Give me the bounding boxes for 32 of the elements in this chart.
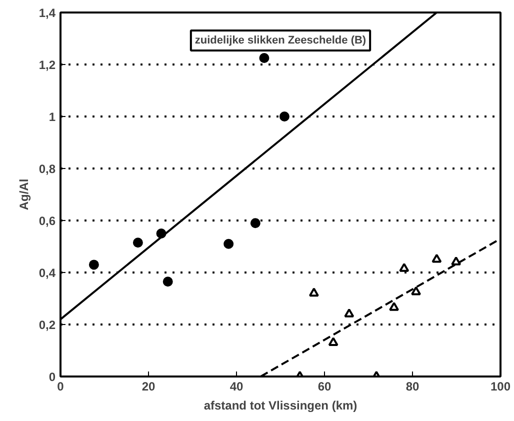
point	[411, 286, 422, 296]
point	[389, 302, 400, 311]
y-axis-title: Ag/Al	[16, 178, 31, 210]
point	[250, 218, 260, 228]
point	[88, 260, 99, 270]
point	[308, 288, 319, 297]
x-axis-title: afstand tot Vlissingen (km)	[204, 398, 358, 412]
point	[132, 238, 143, 248]
point	[344, 308, 354, 318]
y-tick-label: 1,2	[38, 58, 56, 72]
point	[162, 276, 173, 287]
x-tick-label: 40	[230, 380, 244, 394]
y-tick-label: 0,6	[38, 214, 56, 228]
point	[279, 112, 290, 122]
annotation: zuidelijke slikken Zeeschelde (B)	[194, 34, 366, 46]
y-tick-label: 0	[48, 370, 56, 384]
y-tick-label: 1,4	[38, 6, 56, 20]
point	[328, 337, 338, 346]
x-tick-label: 0	[57, 380, 64, 394]
x-tick-label: 100	[490, 380, 511, 394]
y-tick-label: 1	[48, 110, 56, 124]
y-tick-label: 0,4	[38, 266, 56, 280]
point	[224, 238, 234, 249]
x-tick-label: 80	[406, 380, 420, 394]
x-tick-label: 20	[142, 380, 156, 394]
point	[399, 262, 410, 272]
y-tick-label: 0,2	[38, 318, 56, 332]
point	[259, 53, 270, 63]
y-tick-label: 0,8	[38, 162, 56, 176]
point	[451, 256, 462, 266]
x-tick-label: 60	[318, 380, 332, 394]
point	[432, 254, 442, 263]
